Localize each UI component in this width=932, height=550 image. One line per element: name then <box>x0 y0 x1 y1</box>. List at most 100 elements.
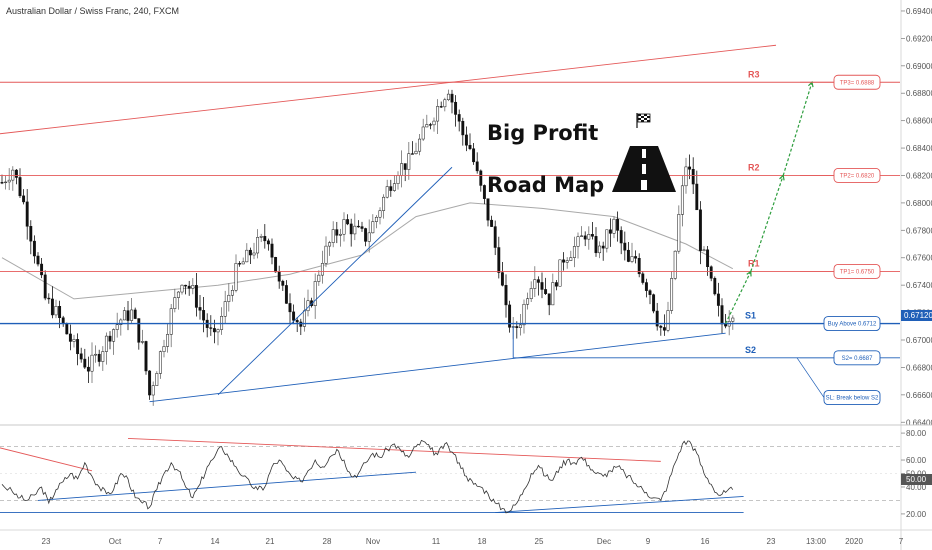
rsi-tick-label: 40.00 <box>906 483 927 492</box>
candle-body <box>720 305 724 325</box>
candle-body <box>605 229 609 249</box>
candle-body <box>245 249 249 263</box>
rsi-trendline <box>0 447 93 472</box>
candle-body <box>68 333 72 342</box>
candle-body <box>40 263 44 276</box>
headline-line-1: Big Profit <box>487 121 598 145</box>
candle-body <box>680 185 684 215</box>
candle-body <box>148 370 152 396</box>
candle-body <box>547 293 551 306</box>
candle-body <box>630 256 634 262</box>
time-tick-label: 9 <box>646 537 651 546</box>
candle-body <box>616 218 620 231</box>
candle-body <box>342 219 346 235</box>
candle-body <box>468 144 472 149</box>
candle-body <box>648 290 652 295</box>
candle-body <box>367 232 371 242</box>
candle-body <box>194 285 198 308</box>
moving-average-path <box>1 202 734 300</box>
level-label-r2: R2 <box>748 162 760 172</box>
candle-body <box>234 263 238 291</box>
candle-body <box>407 153 411 170</box>
candle-body <box>425 124 429 128</box>
candle-body <box>79 353 83 360</box>
time-tick-label: 28 <box>323 537 332 546</box>
candle-body <box>335 229 339 236</box>
candle-body <box>191 285 195 289</box>
candle-body <box>119 319 123 325</box>
candle-body <box>54 306 58 316</box>
candle-body <box>400 163 404 176</box>
time-tick-label: 13:00 <box>806 537 827 546</box>
time-tick-label: Oct <box>109 537 122 546</box>
candle-body <box>133 309 137 319</box>
candle-body <box>522 303 526 326</box>
candle-body <box>230 290 234 296</box>
projection-arrows <box>725 81 814 324</box>
rsi-path <box>1 439 734 514</box>
level-label-r3: R3 <box>748 69 760 79</box>
candle-body <box>115 324 119 330</box>
time-tick-label: 16 <box>701 537 710 546</box>
candle-body <box>313 281 317 306</box>
candle-body <box>29 226 33 242</box>
candle-body <box>619 230 623 244</box>
candle-body <box>22 195 26 203</box>
candle-body <box>515 326 519 328</box>
callout-box <box>833 350 881 366</box>
candle-body <box>457 114 461 122</box>
callout-label: S2= 0.6687 <box>842 356 874 362</box>
candle-body <box>706 249 710 267</box>
callout-box <box>823 390 881 406</box>
candle-body <box>97 353 101 362</box>
time-tick-label: Dec <box>597 537 611 546</box>
candle-body <box>25 201 29 227</box>
candle-body <box>198 307 202 311</box>
candle-body <box>540 282 544 290</box>
candle-body <box>353 225 357 235</box>
rsi-trendline <box>495 495 744 514</box>
callout-box <box>833 74 881 90</box>
callout-label: SL: Break below S2 <box>826 396 879 402</box>
candle-body <box>209 327 213 329</box>
candle-body <box>65 323 69 335</box>
candle-body <box>716 293 720 306</box>
candle-body <box>360 226 364 229</box>
level-label-s2: S2 <box>745 345 756 355</box>
candle-body <box>518 324 522 328</box>
candle-body <box>508 304 512 328</box>
candle-body <box>418 138 422 152</box>
candle-body <box>270 243 274 258</box>
candle-body <box>306 300 310 312</box>
candle-body <box>158 351 162 374</box>
rsi-line <box>1 439 734 514</box>
rsi-tick-label: 60.00 <box>906 456 927 465</box>
headline-line-2: Road Map <box>487 173 604 197</box>
level-label-s1: S1 <box>745 311 756 321</box>
callout-label: Buy Above 0.6712 <box>828 322 877 328</box>
candle-body <box>284 285 288 304</box>
candle-body <box>428 124 432 126</box>
candle-body <box>493 226 497 248</box>
time-tick-label: 18 <box>478 537 487 546</box>
candle-body <box>396 175 400 184</box>
candle-body <box>295 320 299 323</box>
candle-body <box>623 242 627 251</box>
candle-body <box>580 235 584 237</box>
candle-body <box>162 346 166 352</box>
candle-body <box>544 289 548 294</box>
candle-body <box>216 329 220 333</box>
candle-body <box>180 284 184 293</box>
candle-body <box>410 153 414 155</box>
rsi-badge: 50.00 <box>901 474 932 485</box>
callout-box <box>823 316 881 331</box>
time-tick-label: 21 <box>266 537 275 546</box>
candle-body <box>32 240 36 257</box>
